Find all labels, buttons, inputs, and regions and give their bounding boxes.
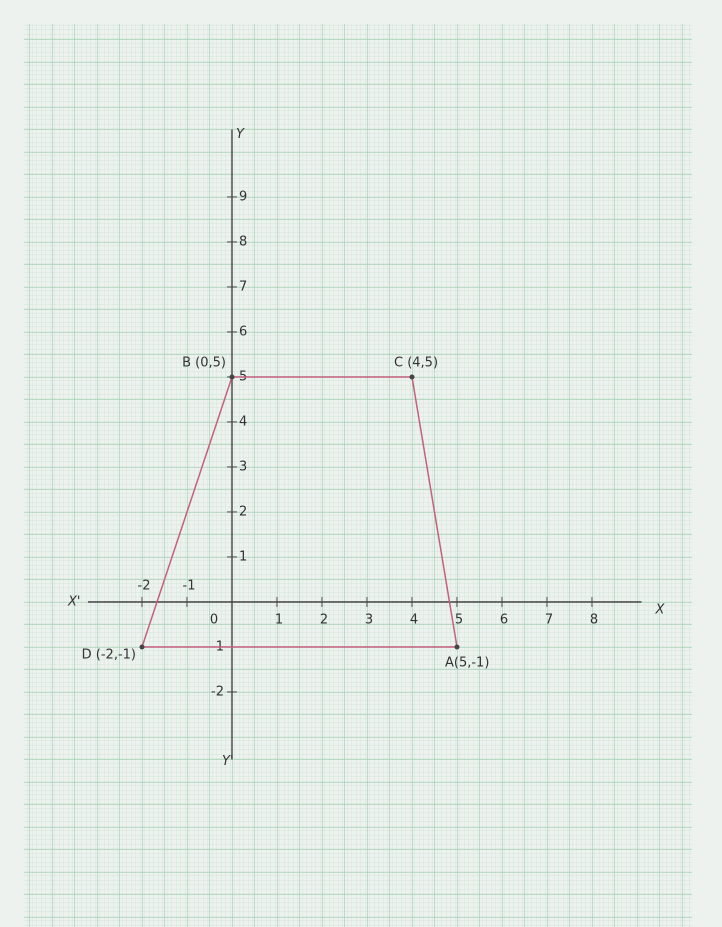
y-tick-label: 4 [239, 415, 247, 430]
point-label: B (0,5) [182, 356, 226, 371]
y-tick-label: 7 [239, 280, 247, 295]
x-tick-label: 8 [590, 613, 598, 628]
axis-label: Y' [222, 754, 234, 769]
x-tick-label: 7 [545, 613, 553, 628]
y-tick-label: 8 [239, 235, 247, 250]
axis-label: X' [67, 595, 80, 610]
point-label: D (-2,-1) [82, 648, 136, 663]
vertex [454, 644, 460, 650]
axis-label: X [655, 603, 666, 618]
vertex [409, 374, 415, 380]
vertex [229, 374, 235, 380]
vertex [139, 644, 145, 650]
x-tick-label: 0 [210, 613, 218, 628]
x-tick-label: 1 [275, 613, 283, 628]
x-tick-label: 6 [500, 613, 508, 628]
x-tick-label: 2 [320, 613, 328, 628]
axis-label: Y [236, 127, 245, 142]
y-tick-label: 1 [239, 550, 247, 565]
y-tick-label: 3 [239, 460, 247, 475]
y-tick-label: 2 [239, 505, 247, 520]
grid-area [24, 24, 692, 927]
y-tick-label: 9 [239, 190, 247, 205]
point-label: A(5,-1) [445, 656, 489, 671]
x-tick-label: 3 [365, 613, 373, 628]
x-tick-label: -1 [183, 579, 196, 594]
point-label: C (4,5) [394, 356, 438, 371]
x-tick-label: 4 [410, 613, 418, 628]
y-tick-label: -2 [211, 685, 224, 700]
x-tick-label: 5 [455, 613, 463, 628]
x-tick-label: -2 [138, 579, 151, 594]
y-tick-label: 6 [239, 325, 247, 340]
